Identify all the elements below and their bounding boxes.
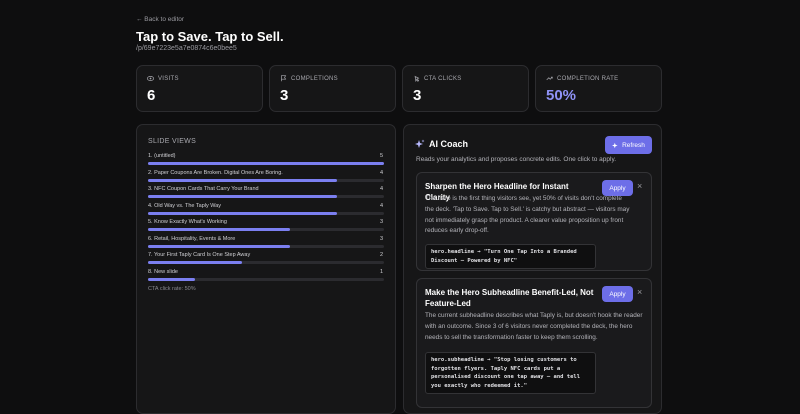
suggestion-code: hero.headline → "Turn One Tap Into a Bra…: [425, 244, 596, 269]
views-bar: [148, 228, 290, 231]
stat-label: COMPLETIONS: [291, 75, 338, 82]
views-bar: [148, 277, 196, 281]
suggestion-title: Sharpen the Hero Headline for Instant Cl…: [425, 182, 569, 202]
slide-label: 4. Old Way vs. The Taply Way: [148, 202, 222, 209]
slide-label: 3. NFC Coupon Cards That Carry Your Bran…: [148, 186, 259, 192]
panel-title: SLIDE VIEWS: [148, 138, 197, 145]
slide-label: 7. Your First Taply Card Is One Step Awa…: [148, 252, 251, 258]
stat-card: COMPLETIONS 3: [269, 65, 396, 112]
page-path: /p/69e7223e5a7e0874c6e0bee5: [136, 45, 237, 52]
slide-label: 1. (untitled): [148, 153, 176, 159]
ai-coach-panel: AI Coach Refresh Reads your analytics an…: [403, 124, 662, 414]
suggestion-code: hero.subheadline → "Stop losing customer…: [425, 352, 596, 394]
suggestion-title: Make the Hero Subheadline Benefit-Led, N…: [425, 288, 594, 308]
page: ← Back to editor Tap to Save. Tap to Sel…: [136, 16, 662, 414]
stat-label: COMPLETION RATE: [557, 75, 619, 82]
back-link[interactable]: ← Back to editor: [136, 16, 185, 23]
icon: [147, 76, 154, 81]
button-label: Apply: [609, 184, 626, 192]
stat-value: 3: [413, 87, 422, 104]
views-bar: [148, 162, 384, 165]
coach-subtitle: Reads your analytics and proposes concre…: [416, 156, 617, 163]
views-bar: [148, 261, 243, 264]
suggestion-card: Sharpen the Hero Headline for Instant Cl…: [416, 172, 652, 271]
dismiss-button[interactable]: ×: [637, 287, 643, 297]
apply-button[interactable]: Apply: [602, 286, 633, 302]
apply-button[interactable]: Apply: [602, 180, 633, 196]
slide-label: 8. New slide: [148, 268, 178, 275]
icon: [281, 75, 287, 82]
stat-label: VISITS: [158, 75, 179, 82]
slide-count: 5: [379, 153, 383, 159]
bar-track: [148, 178, 384, 182]
views-bar: [148, 244, 290, 248]
cta-rate: CTA click rate: 50%: [148, 286, 196, 292]
icon: [546, 76, 553, 81]
icon: [612, 142, 618, 148]
stat-card: CTA CLICKS 3: [402, 65, 529, 112]
views-bar: [148, 195, 337, 198]
suggestion-card: Make the Hero Subheadline Benefit-Led, N…: [416, 278, 652, 408]
slide-label: 5. Know Exactly What's Working: [148, 219, 227, 225]
slide-count: 1: [379, 268, 383, 275]
stat-value: 6: [147, 87, 156, 104]
slide-label: 2. Paper Coupons Are Broken. Digital One…: [148, 169, 283, 176]
stat-label: CTA CLICKS: [424, 75, 462, 82]
coach-title: AI Coach: [429, 139, 469, 149]
slide-label: 6. Retail, Hospitality, Events & More: [148, 235, 236, 242]
refresh-button[interactable]: Refresh: [605, 136, 652, 154]
bar-track: [148, 211, 384, 215]
button-label: Refresh: [622, 141, 645, 149]
icon: [414, 75, 420, 82]
bar-track: [148, 261, 384, 264]
views-bar: [148, 178, 337, 182]
page-title: Tap to Save. Tap to Sell.: [136, 29, 284, 44]
button-label: Apply: [609, 290, 626, 298]
bar-track: [148, 244, 384, 248]
slide-count: 4: [379, 186, 383, 192]
stat-value: 3: [280, 87, 289, 104]
slide-count: 2: [379, 252, 383, 258]
bar-track: [148, 228, 384, 231]
slide-count: 4: [379, 169, 383, 176]
suggestion-body: The current subheadline describes what T…: [425, 312, 643, 341]
stat-card: COMPLETION RATE 50%: [535, 65, 662, 112]
slide-count: 4: [379, 202, 383, 209]
slide-count: 3: [379, 235, 383, 242]
bar-track: [148, 162, 384, 165]
slide-views-panel: SLIDE VIEWS CTA click rate: 50% 1. (unti…: [136, 124, 396, 414]
bar-track: [148, 195, 384, 198]
views-bar: [148, 211, 337, 215]
dismiss-button[interactable]: ×: [637, 181, 643, 191]
slide-count: 3: [379, 219, 383, 225]
bar-track: [148, 277, 384, 281]
sparkle-icon: [415, 139, 425, 148]
stat-card: VISITS 6: [136, 65, 263, 112]
stat-value: 50%: [546, 87, 577, 104]
suggestion-body: The hero is the first thing visitors see…: [425, 195, 630, 235]
